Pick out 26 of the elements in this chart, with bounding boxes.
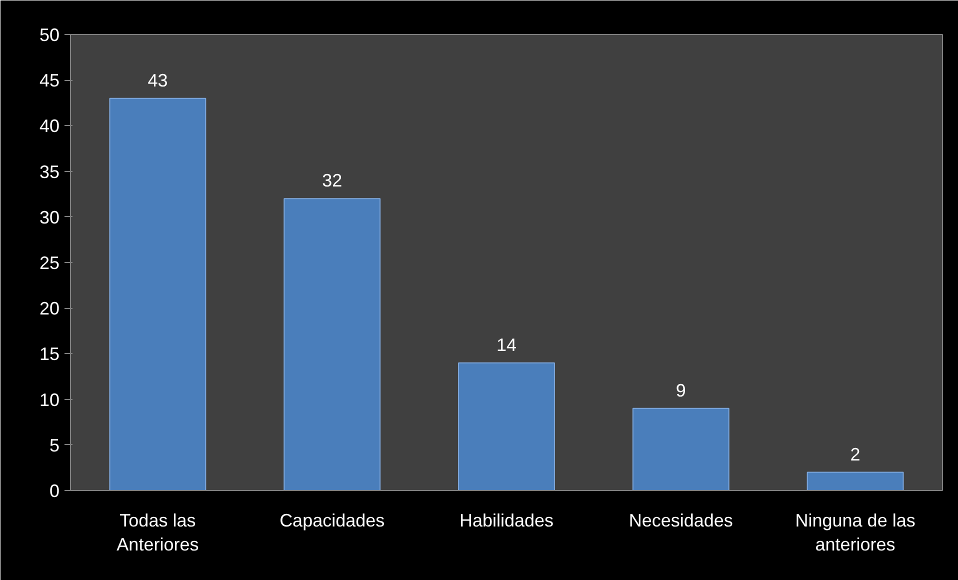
x-tick-label: Habilidades (459, 510, 554, 530)
y-tick-label: 45 (39, 70, 60, 91)
data-label: 2 (850, 444, 860, 464)
y-tick-label: 25 (39, 253, 60, 273)
data-label: 32 (322, 170, 342, 191)
y-tick-label: 10 (39, 390, 60, 410)
y-tick-label: 50 (39, 25, 60, 45)
y-tick-label: 5 (49, 435, 60, 456)
bar (284, 198, 381, 490)
x-tick-label: Necesidades (628, 510, 733, 530)
bar (109, 98, 206, 490)
y-tick-label: 20 (39, 298, 60, 319)
data-label: 9 (676, 380, 686, 400)
data-label: 43 (148, 70, 168, 90)
y-tick-label: 35 (39, 162, 60, 182)
data-label: 14 (496, 334, 517, 355)
y-tick-label: 40 (39, 116, 60, 136)
x-tick-label: Capacidades (280, 510, 385, 530)
y-tick-label: 15 (39, 344, 60, 364)
bar (458, 362, 555, 490)
bar (806, 472, 904, 490)
y-tick-label: 0 (49, 481, 60, 501)
x-tick-label: Ninguna de las anteriores (795, 510, 916, 554)
x-tick-label: Todas las Anteriores (116, 510, 199, 554)
bar (632, 408, 730, 490)
y-tick-label: 30 (39, 207, 60, 228)
